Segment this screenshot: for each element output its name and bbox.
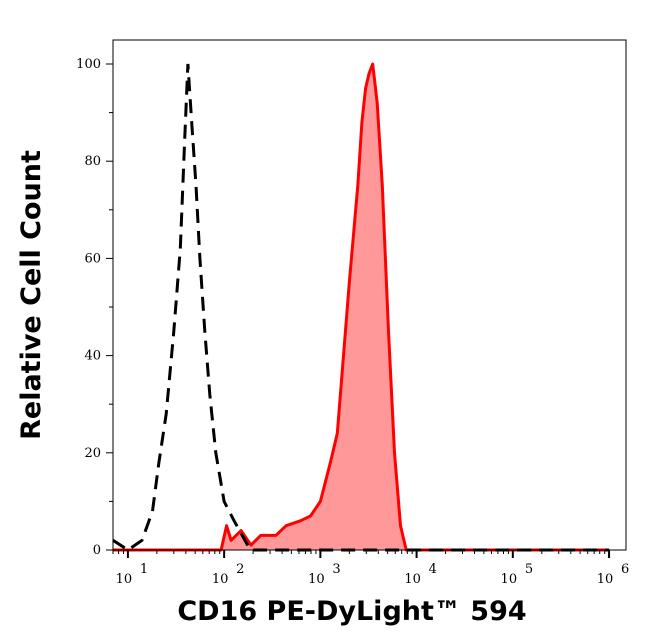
y-tick-label: 80 — [84, 154, 101, 169]
x-tick-label: 10 — [404, 572, 421, 587]
x-tick-label: 10 — [597, 572, 614, 587]
y-tick-label: 20 — [84, 446, 101, 461]
x-tick-exponent: 3 — [332, 562, 340, 577]
x-tick-exponent: 4 — [429, 562, 437, 577]
isotype-control-line — [112, 63, 610, 552]
y-tick-label: 100 — [76, 57, 101, 72]
plot-frame — [112, 39, 627, 551]
y-tick-label: 0 — [93, 543, 101, 558]
x-tick-exponent: 6 — [621, 562, 629, 577]
positive-histogram-line — [113, 62, 610, 552]
x-axis-label: CD16 PE-DyLight™ 594 — [177, 596, 526, 627]
x-tick-label: 10 — [501, 572, 518, 587]
y-tick-label: 60 — [84, 251, 101, 266]
x-tick-label: 10 — [308, 572, 325, 587]
x-tick-label: 10 — [116, 572, 133, 587]
y-tick-label: 40 — [84, 349, 101, 364]
x-tick-exponent: 1 — [140, 562, 148, 577]
x-tick-exponent: 5 — [525, 562, 533, 577]
positive-histogram-fill — [113, 64, 610, 550]
x-tick-exponent: 2 — [236, 562, 244, 577]
y-axis-label: Relative Cell Count — [16, 150, 47, 440]
x-tick-label: 10 — [212, 572, 229, 587]
